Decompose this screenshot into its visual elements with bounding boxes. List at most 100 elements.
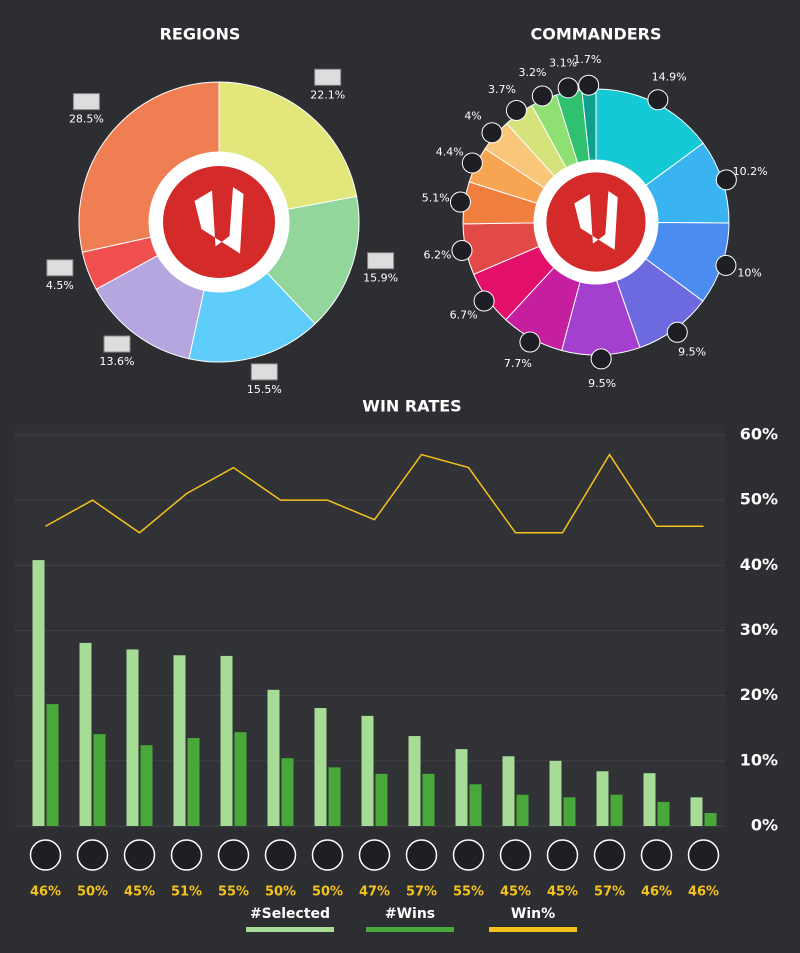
logo xyxy=(163,166,275,278)
legend-swatch xyxy=(366,927,454,932)
bar xyxy=(704,812,717,826)
commander-icon xyxy=(358,839,391,871)
bar xyxy=(267,689,280,826)
commander-icon xyxy=(170,839,203,871)
bar xyxy=(643,773,656,826)
commander-icon xyxy=(590,348,612,370)
pie-label: 3.7% xyxy=(488,83,516,96)
win-label: 45% xyxy=(124,885,155,900)
bar xyxy=(455,749,468,826)
win-label: 50% xyxy=(77,885,108,900)
bar xyxy=(281,758,294,826)
commander-icon xyxy=(640,839,673,871)
pie-label: 3.1% xyxy=(549,56,577,69)
bar xyxy=(408,736,421,826)
commander-icon xyxy=(715,254,737,276)
bar xyxy=(79,642,92,826)
pie-label: 6.7% xyxy=(450,308,478,321)
win-line xyxy=(45,453,704,534)
bar xyxy=(314,708,327,826)
bar xyxy=(46,704,59,826)
commander-icon xyxy=(578,74,600,96)
pie-label: 1.7% xyxy=(573,53,601,66)
win-label: 46% xyxy=(30,885,61,900)
bar xyxy=(502,756,515,826)
commander-icon xyxy=(217,839,250,871)
commander-icon xyxy=(481,122,503,144)
commander-icon xyxy=(311,839,344,871)
commander-icon xyxy=(666,321,688,343)
pie-label: 4.5% xyxy=(46,279,74,292)
bar xyxy=(549,760,562,826)
bar xyxy=(126,649,139,826)
commander-icon xyxy=(461,152,483,174)
win-label: 55% xyxy=(218,885,249,900)
win-label: 46% xyxy=(641,885,672,900)
win-label: 50% xyxy=(312,885,343,900)
bar xyxy=(469,784,482,826)
commanders-title: COMMANDERS xyxy=(530,25,661,44)
commander-icon xyxy=(449,191,471,213)
bar xyxy=(516,794,529,826)
commander-icon xyxy=(546,839,579,871)
commander-icon xyxy=(687,839,720,871)
commander-icon xyxy=(29,839,62,871)
pie-label: 7.7% xyxy=(504,357,532,370)
bar xyxy=(610,794,623,826)
bar xyxy=(173,655,186,826)
pie-label: 6.2% xyxy=(424,249,452,262)
bar xyxy=(187,738,200,826)
y-tick-label: 50% xyxy=(740,490,778,509)
bar xyxy=(93,734,106,826)
win-label: 47% xyxy=(359,885,390,900)
y-tick-label: 20% xyxy=(740,685,778,704)
pie-label: 9.5% xyxy=(588,377,616,390)
bar xyxy=(596,771,609,826)
commander-icon xyxy=(557,77,579,99)
pie-label: 10% xyxy=(737,266,761,279)
bar xyxy=(422,773,435,826)
legend-swatch xyxy=(246,927,334,932)
pie-label: 13.6% xyxy=(100,355,135,368)
y-tick-label: 40% xyxy=(740,555,778,574)
bar xyxy=(361,715,374,826)
commander-icon xyxy=(519,331,541,353)
commander-icon xyxy=(405,839,438,871)
commander-icon xyxy=(123,839,156,871)
pie-label: 14.9% xyxy=(652,70,687,83)
bar xyxy=(140,745,153,826)
flag-icon xyxy=(72,93,100,111)
y-tick-label: 60% xyxy=(740,425,778,444)
pie-label: 4.4% xyxy=(436,145,464,158)
commander-icon xyxy=(451,239,473,261)
y-tick-label: 0% xyxy=(751,816,778,835)
y-tick-label: 30% xyxy=(740,620,778,639)
commander-icon xyxy=(715,169,737,191)
flag-icon xyxy=(367,252,395,270)
win-label: 45% xyxy=(547,885,578,900)
pie-label: 15.5% xyxy=(247,383,282,396)
commander-icon xyxy=(473,290,495,312)
commander-icon xyxy=(499,839,532,871)
pie-label: 15.9% xyxy=(363,272,398,285)
flag-icon xyxy=(103,335,131,353)
bar xyxy=(220,655,233,826)
legend-label: Win% xyxy=(511,906,555,922)
y-tick-label: 10% xyxy=(740,750,778,769)
commander-icon xyxy=(531,85,553,107)
win-label: 57% xyxy=(406,885,437,900)
logo-mark xyxy=(574,191,618,250)
flag-icon xyxy=(250,363,278,381)
regions-title: REGIONS xyxy=(160,25,241,44)
win-rates-title: WIN RATES xyxy=(362,397,461,416)
commander-icon xyxy=(452,839,485,871)
win-label: 55% xyxy=(453,885,484,900)
bar xyxy=(32,560,45,826)
commander-icon xyxy=(76,839,109,871)
pie-label: 9.5% xyxy=(678,345,706,358)
win-label: 46% xyxy=(688,885,719,900)
legend-label: #Selected xyxy=(250,906,330,922)
bar xyxy=(375,773,388,826)
pie-label: 10.2% xyxy=(733,165,768,178)
